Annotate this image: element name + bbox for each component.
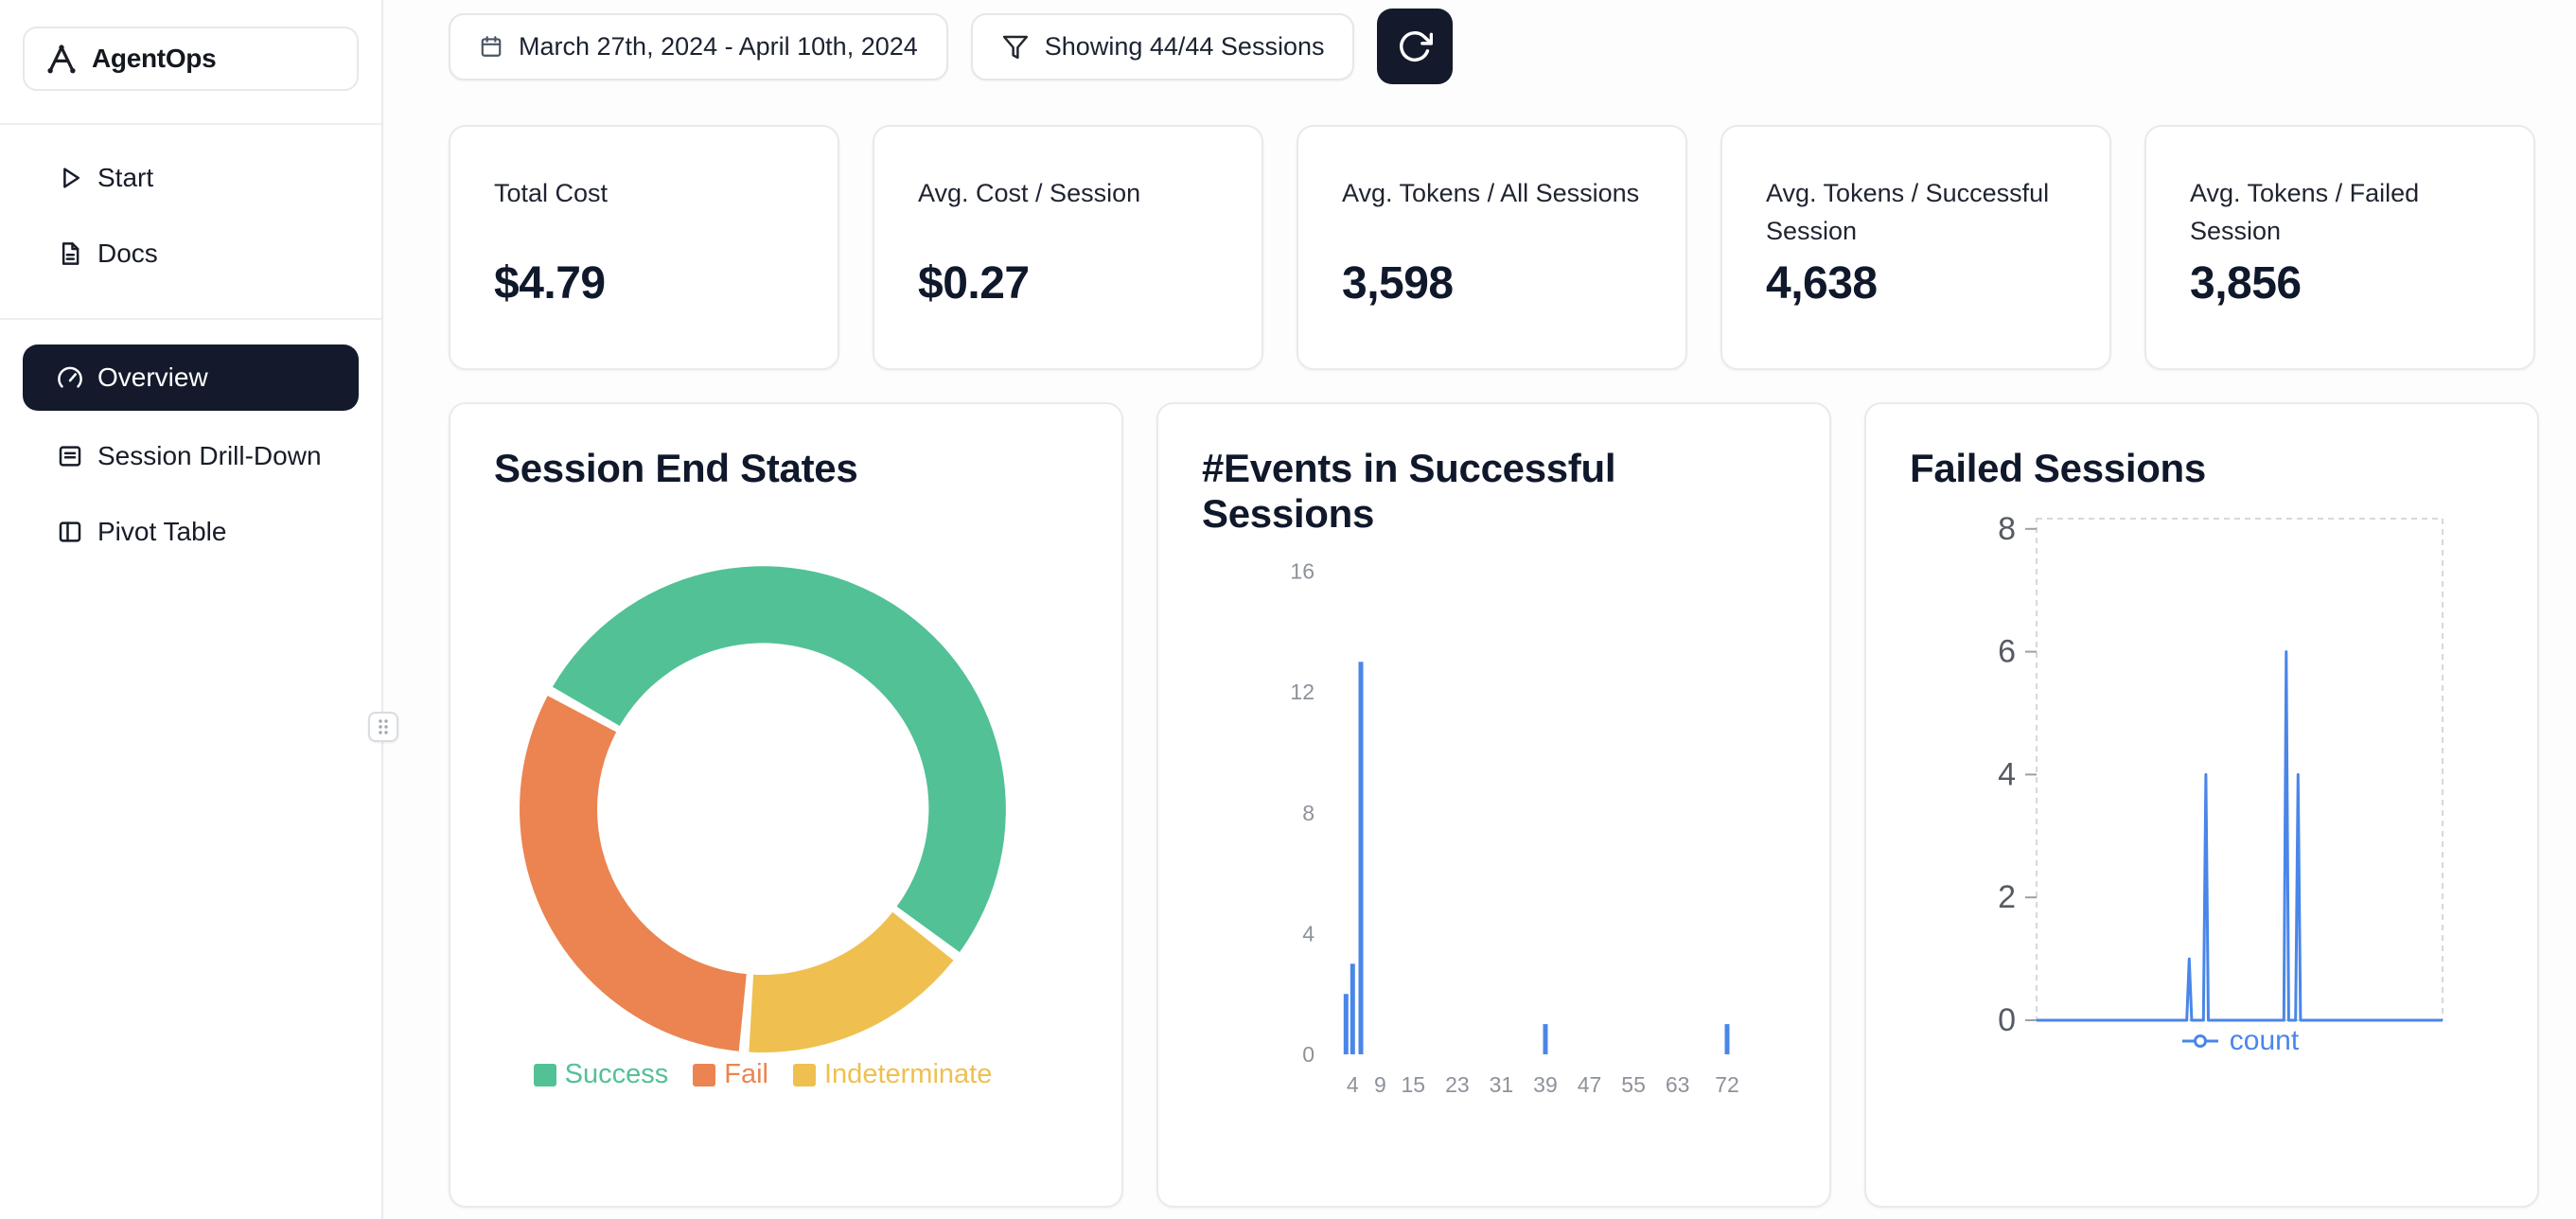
svg-text:4: 4 <box>1302 921 1314 945</box>
svg-text:16: 16 <box>1290 559 1314 584</box>
svg-text:9: 9 <box>1374 1072 1386 1097</box>
gauge-icon <box>58 366 82 388</box>
stat-value: 3,598 <box>1342 258 1454 309</box>
chart-title: #Events in Successful Sessions <box>1202 446 1616 536</box>
session-end-states-card: Session End States Success Fail Indeterm… <box>449 402 1123 1208</box>
app-logo: AgentOps <box>23 26 359 91</box>
failed-chart-svg: 0 2 4 6 8 <box>1998 511 2444 1038</box>
legend-label: count <box>2229 1025 2300 1056</box>
legend-item-indeterminate[interactable]: Indeterminate <box>793 1059 992 1090</box>
stat-card-avg-tokens-failed: Avg. Tokens / Failed Session 3,856 <box>2144 125 2535 370</box>
sidebar-divider <box>0 123 381 125</box>
app-title: AgentOps <box>92 44 217 73</box>
calendar-icon <box>481 36 502 57</box>
stat-value: $0.27 <box>918 258 1030 309</box>
sidebar-item-overview[interactable]: Overview <box>23 344 359 411</box>
svg-text:63: 63 <box>1666 1072 1690 1097</box>
date-range-label: March 27th, 2024 - April 10th, 2024 <box>519 31 918 61</box>
svg-text:31: 31 <box>1490 1072 1514 1097</box>
stat-value: 3,856 <box>2190 258 2302 309</box>
svg-text:55: 55 <box>1621 1072 1646 1097</box>
date-range-button[interactable]: March 27th, 2024 - April 10th, 2024 <box>449 12 948 80</box>
svg-text:72: 72 <box>1715 1072 1739 1097</box>
session-end-states-svg <box>520 566 1006 1053</box>
svg-text:4: 4 <box>1347 1072 1359 1097</box>
line-marker-icon <box>2181 1034 2218 1048</box>
svg-text:2: 2 <box>1998 879 2016 915</box>
events-histogram-card: #Events in Successful Sessions 0 4 8 12 16 4 9… <box>1156 402 1831 1208</box>
legend-swatch <box>533 1063 556 1086</box>
refresh-button[interactable] <box>1377 9 1454 84</box>
svg-text:23: 23 <box>1445 1072 1470 1097</box>
sidebar-item-start[interactable]: Start <box>23 140 359 216</box>
stat-value: 4,638 <box>1766 258 1878 309</box>
grip-dots-icon <box>379 719 388 734</box>
svg-text:0: 0 <box>1998 1002 2016 1038</box>
pivot-table-icon <box>59 521 81 542</box>
legend-swatch <box>793 1063 816 1086</box>
svg-text:8: 8 <box>1302 801 1314 825</box>
sidebar-resize-handle[interactable] <box>368 712 398 742</box>
filter-icon <box>1002 35 1028 60</box>
legend-item-success[interactable]: Success <box>533 1059 669 1090</box>
sidebar-nav-top: Start Docs <box>0 125 381 292</box>
sessions-filter-label: Showing 44/44 Sessions <box>1044 31 1325 61</box>
sidebar-item-label: Start <box>97 163 154 192</box>
sessions-filter-button[interactable]: Showing 44/44 Sessions <box>970 12 1355 80</box>
stat-card-total-cost: Total Cost $4.79 <box>449 125 839 370</box>
donut-legend: Success Fail Indeterminate <box>450 1059 1075 1090</box>
legend-label: Success <box>564 1059 669 1089</box>
svg-text:0: 0 <box>1302 1042 1314 1067</box>
legend-item-fail[interactable]: Fail <box>693 1059 768 1090</box>
sidebar: AgentOps Start Docs <box>0 0 383 1219</box>
sidebar-nav-main: Overview Session Drill-Down Pivot Table <box>0 320 381 570</box>
svg-text:8: 8 <box>1998 511 2016 547</box>
legend-label: Fail <box>724 1059 768 1089</box>
sidebar-item-pivot-table[interactable]: Pivot Table <box>23 494 359 570</box>
failed-sessions-card: Failed Sessions 0 2 4 6 8 count <box>1864 402 2539 1208</box>
main-content: March 27th, 2024 - April 10th, 2024 Show… <box>383 0 2576 1219</box>
chart-title: Session End States <box>494 446 858 490</box>
chart-title: Failed Sessions <box>1910 446 2206 490</box>
sidebar-item-label: Overview <box>97 362 208 392</box>
legend-label: Indeterminate <box>824 1059 993 1089</box>
stat-label: Avg. Tokens / All Sessions <box>1342 179 1640 207</box>
play-icon <box>63 168 79 188</box>
stat-card-avg-cost-session: Avg. Cost / Session $0.27 <box>873 125 1263 370</box>
svg-text:47: 47 <box>1578 1072 1602 1097</box>
svg-text:6: 6 <box>1998 634 2016 670</box>
stat-label: Avg. Tokens / Failed Session <box>2190 179 2420 245</box>
sidebar-item-label: Pivot Table <box>97 517 227 546</box>
sidebar-item-label: Docs <box>97 238 158 268</box>
refresh-icon <box>1400 31 1434 62</box>
svg-text:15: 15 <box>1402 1072 1426 1097</box>
count-legend-item[interactable]: count <box>2037 1025 2443 1057</box>
charts-row: Session End States Success Fail Indeterm… <box>449 402 2576 1208</box>
sidebar-divider <box>0 318 381 320</box>
session-list-icon <box>59 446 81 467</box>
svg-text:12: 12 <box>1290 680 1314 704</box>
sidebar-item-docs[interactable]: Docs <box>23 216 359 292</box>
stats-row: Total Cost $4.79 Avg. Cost / Session $0.… <box>449 125 2576 370</box>
stat-label: Avg. Tokens / Successful Session <box>1766 179 2050 245</box>
sidebar-item-label: Session Drill-Down <box>97 441 322 470</box>
toolbar: March 27th, 2024 - April 10th, 2024 Show… <box>449 8 2576 85</box>
svg-text:39: 39 <box>1533 1072 1558 1097</box>
sidebar-item-session-drill-down[interactable]: Session Drill-Down <box>23 418 359 494</box>
docs-icon <box>62 242 79 265</box>
stat-label: Total Cost <box>494 179 609 207</box>
stat-card-avg-tokens-all: Avg. Tokens / All Sessions 3,598 <box>1297 125 1687 370</box>
svg-text:4: 4 <box>1998 756 2016 792</box>
stat-value: $4.79 <box>494 258 606 309</box>
agentops-logo-icon <box>47 44 76 74</box>
stat-card-avg-tokens-successful: Avg. Tokens / Successful Session 4,638 <box>1720 125 2111 370</box>
legend-swatch <box>693 1063 716 1086</box>
stat-label: Avg. Cost / Session <box>918 179 1141 207</box>
